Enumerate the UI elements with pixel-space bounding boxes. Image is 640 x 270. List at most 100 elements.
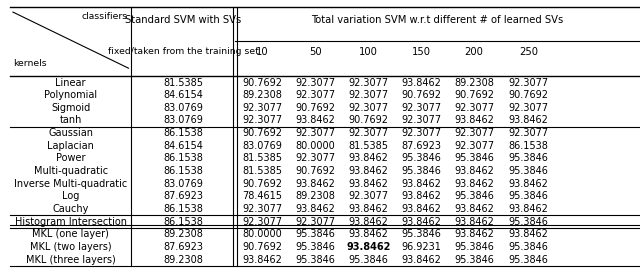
Text: 93.8462: 93.8462 — [454, 116, 494, 126]
Text: 150: 150 — [412, 47, 431, 57]
Text: Cauchy: Cauchy — [52, 204, 89, 214]
Text: Laplacian: Laplacian — [47, 141, 94, 151]
Text: 93.8462: 93.8462 — [243, 255, 282, 265]
Text: 81.5385: 81.5385 — [243, 166, 282, 176]
Text: 92.3077: 92.3077 — [454, 141, 494, 151]
Text: 89.2308: 89.2308 — [163, 255, 203, 265]
Text: 93.8462: 93.8462 — [509, 179, 548, 189]
Text: MKL (three layers): MKL (three layers) — [26, 255, 116, 265]
Text: 86.1538: 86.1538 — [163, 128, 203, 138]
Text: 93.8462: 93.8462 — [346, 242, 390, 252]
Text: fixed/taken from the training set: fixed/taken from the training set — [108, 47, 259, 56]
Text: 93.8462: 93.8462 — [509, 116, 548, 126]
Text: 90.7692: 90.7692 — [296, 103, 336, 113]
Text: 92.3077: 92.3077 — [296, 217, 336, 227]
Text: 95.3846: 95.3846 — [509, 153, 548, 163]
Text: 93.8462: 93.8462 — [401, 191, 441, 201]
Text: 93.8462: 93.8462 — [349, 166, 388, 176]
Text: 83.0769: 83.0769 — [163, 103, 203, 113]
Text: 95.3846: 95.3846 — [296, 242, 335, 252]
Text: 86.1538: 86.1538 — [163, 166, 203, 176]
Text: 92.3077: 92.3077 — [454, 103, 494, 113]
Text: 100: 100 — [359, 47, 378, 57]
Text: 93.8462: 93.8462 — [401, 217, 441, 227]
Text: 90.7692: 90.7692 — [454, 90, 494, 100]
Text: 92.3077: 92.3077 — [348, 77, 388, 87]
Text: 90.7692: 90.7692 — [243, 128, 282, 138]
Text: 87.6923: 87.6923 — [401, 141, 441, 151]
Text: 90.7692: 90.7692 — [401, 90, 441, 100]
Text: 93.8462: 93.8462 — [296, 204, 335, 214]
Text: tanh: tanh — [60, 116, 82, 126]
Text: 95.3846: 95.3846 — [509, 191, 548, 201]
Text: Inverse Multi-quadratic: Inverse Multi-quadratic — [14, 179, 127, 189]
Text: 92.3077: 92.3077 — [296, 128, 336, 138]
Text: 92.3077: 92.3077 — [509, 77, 548, 87]
Text: 95.3846: 95.3846 — [509, 255, 548, 265]
Text: 78.4615: 78.4615 — [243, 191, 282, 201]
Text: 95.3846: 95.3846 — [509, 217, 548, 227]
Text: Power: Power — [56, 153, 86, 163]
Text: 96.9231: 96.9231 — [401, 242, 441, 252]
Text: 92.3077: 92.3077 — [401, 116, 442, 126]
Text: 87.6923: 87.6923 — [163, 242, 203, 252]
Text: 93.8462: 93.8462 — [296, 179, 335, 189]
Text: 93.8462: 93.8462 — [401, 255, 441, 265]
Text: 86.1538: 86.1538 — [509, 141, 548, 151]
Text: 92.3077: 92.3077 — [509, 128, 548, 138]
Text: 92.3077: 92.3077 — [401, 128, 442, 138]
Text: 90.7692: 90.7692 — [348, 116, 388, 126]
Text: Polynomial: Polynomial — [44, 90, 97, 100]
Text: 84.6154: 84.6154 — [163, 141, 203, 151]
Text: 95.3846: 95.3846 — [509, 242, 548, 252]
Text: 93.8462: 93.8462 — [401, 77, 441, 87]
Text: 89.2308: 89.2308 — [296, 191, 335, 201]
Text: 93.8462: 93.8462 — [401, 204, 441, 214]
Text: 83.0769: 83.0769 — [243, 141, 282, 151]
Text: 90.7692: 90.7692 — [296, 166, 336, 176]
Text: 95.3846: 95.3846 — [401, 166, 441, 176]
Text: classifiers: classifiers — [82, 12, 128, 21]
Text: Gaussian: Gaussian — [48, 128, 93, 138]
Text: MKL (two layers): MKL (two layers) — [30, 242, 111, 252]
Text: 93.8462: 93.8462 — [454, 204, 494, 214]
Text: 81.5385: 81.5385 — [163, 77, 203, 87]
Text: Sigmoid: Sigmoid — [51, 103, 90, 113]
Text: 93.8462: 93.8462 — [349, 179, 388, 189]
Text: 95.3846: 95.3846 — [454, 255, 494, 265]
Text: 90.7692: 90.7692 — [243, 77, 282, 87]
Text: kernels: kernels — [13, 59, 47, 68]
Text: 83.0769: 83.0769 — [163, 116, 203, 126]
Text: Histogram Intersection: Histogram Intersection — [15, 217, 127, 227]
Text: 92.3077: 92.3077 — [243, 204, 282, 214]
Text: 95.3846: 95.3846 — [454, 191, 494, 201]
Text: 93.8462: 93.8462 — [349, 153, 388, 163]
Text: 93.8462: 93.8462 — [454, 229, 494, 239]
Text: 92.3077: 92.3077 — [348, 191, 388, 201]
Text: 93.8462: 93.8462 — [349, 217, 388, 227]
Text: 86.1538: 86.1538 — [163, 153, 203, 163]
Text: 92.3077: 92.3077 — [348, 90, 388, 100]
Text: Standard SVM with SVs: Standard SVM with SVs — [125, 15, 241, 25]
Text: 80.0000: 80.0000 — [243, 229, 282, 239]
Text: 92.3077: 92.3077 — [296, 90, 336, 100]
Text: 86.1538: 86.1538 — [163, 204, 203, 214]
Text: 50: 50 — [309, 47, 322, 57]
Text: 89.2308: 89.2308 — [243, 90, 282, 100]
Text: 81.5385: 81.5385 — [348, 141, 388, 151]
Text: 95.3846: 95.3846 — [509, 166, 548, 176]
Text: 93.8462: 93.8462 — [296, 116, 335, 126]
Text: 93.8462: 93.8462 — [509, 229, 548, 239]
Text: 92.3077: 92.3077 — [243, 103, 282, 113]
Text: 92.3077: 92.3077 — [348, 128, 388, 138]
Text: 90.7692: 90.7692 — [243, 179, 282, 189]
Text: Multi-quadratic: Multi-quadratic — [34, 166, 108, 176]
Text: 80.0000: 80.0000 — [296, 141, 335, 151]
Text: 87.6923: 87.6923 — [163, 191, 203, 201]
Text: 95.3846: 95.3846 — [454, 242, 494, 252]
Text: 93.8462: 93.8462 — [454, 179, 494, 189]
Text: 92.3077: 92.3077 — [243, 116, 282, 126]
Text: 93.8462: 93.8462 — [401, 179, 441, 189]
Text: 93.8462: 93.8462 — [349, 204, 388, 214]
Text: 95.3846: 95.3846 — [401, 229, 441, 239]
